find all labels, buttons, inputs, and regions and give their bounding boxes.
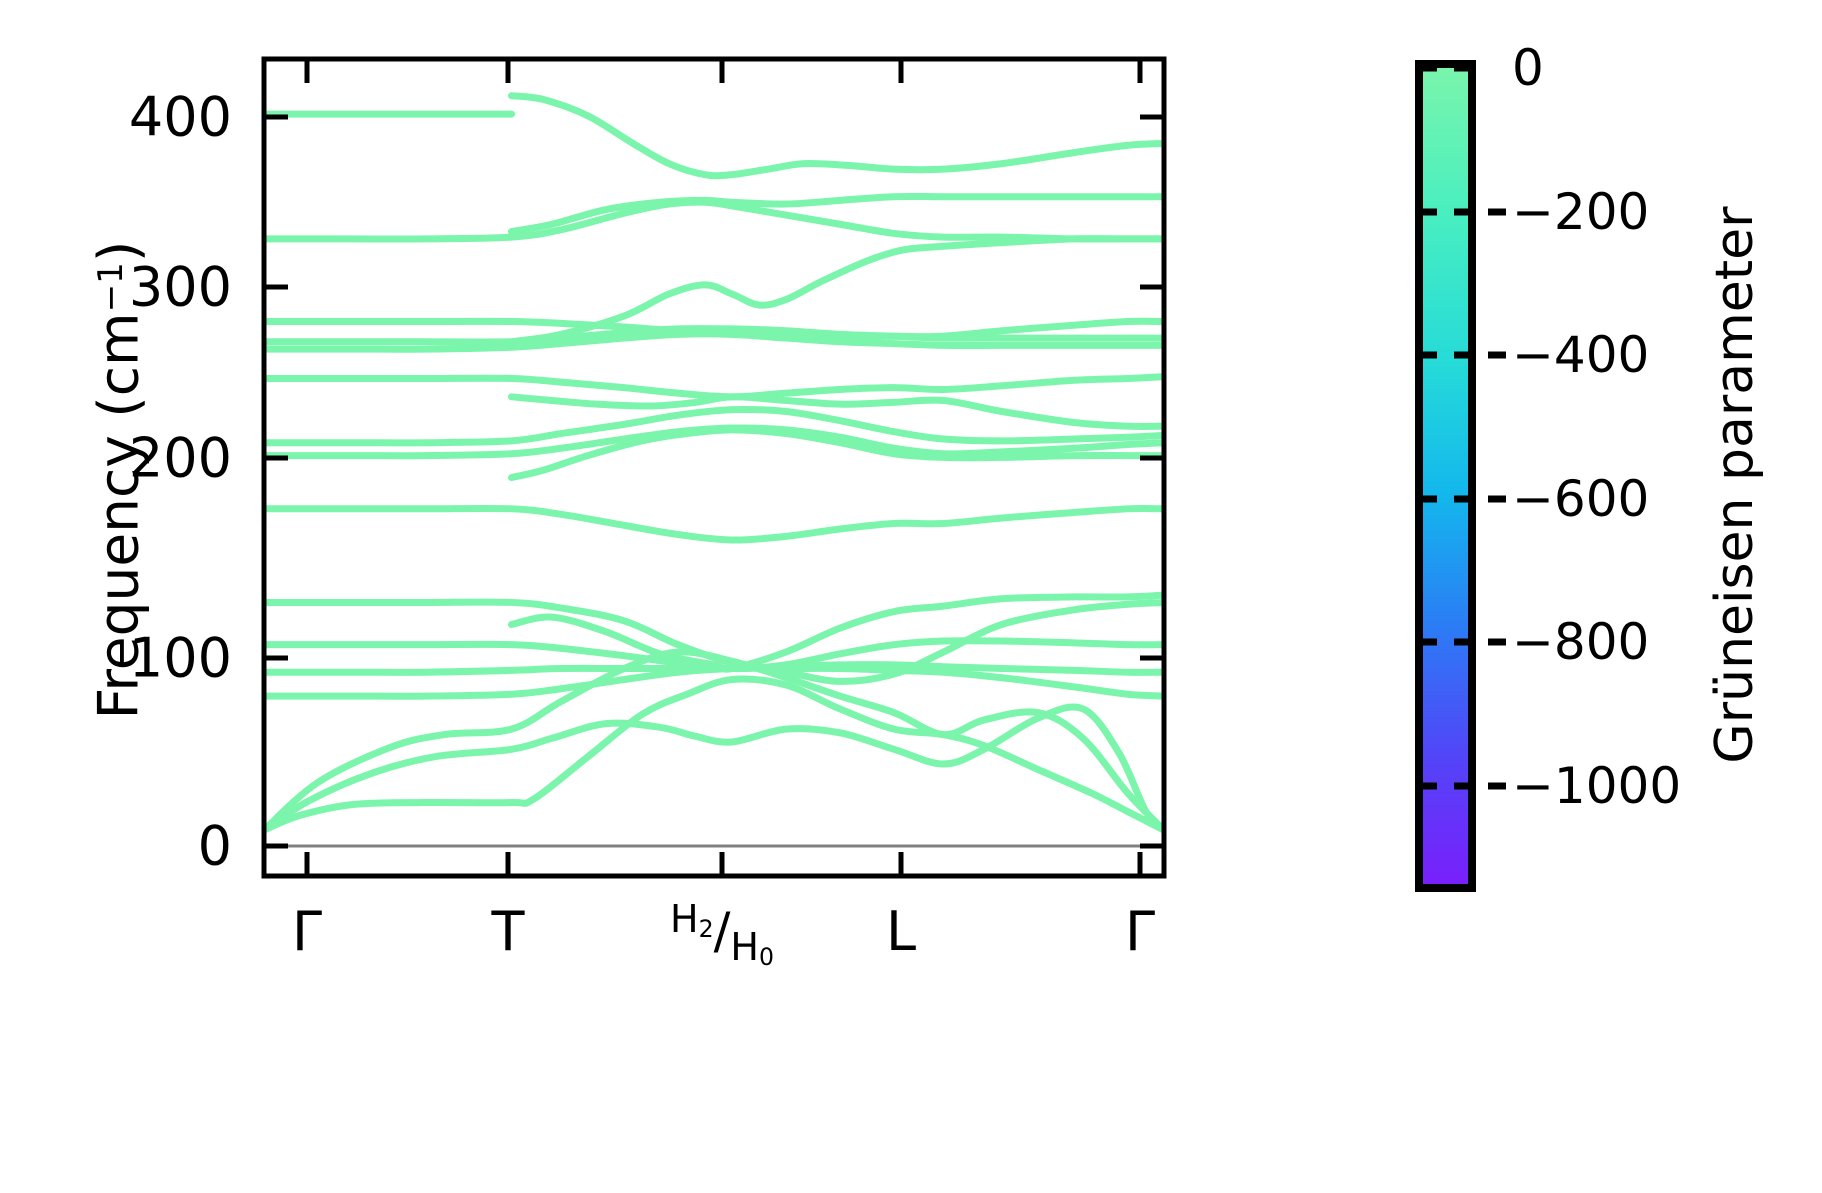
band-curve: [264, 325, 1164, 346]
band-curve: [264, 504, 1164, 544]
colorbar-ticks: [1419, 64, 1472, 790]
band-curve: [264, 703, 1164, 834]
colorbar-tick-label-0: 0: [1512, 39, 1544, 97]
x-tick-label-L: L: [885, 900, 917, 963]
band-curve: [264, 373, 1164, 401]
band-curve: [508, 426, 1164, 482]
band-curve: [508, 393, 1164, 430]
colorbar-tick-label-400: −400: [1512, 326, 1650, 384]
band-curve: [264, 198, 1164, 243]
colorbar-tick-label-600: −600: [1512, 470, 1650, 528]
band-curve: [508, 591, 1164, 673]
axes-frame: [261, 56, 1167, 879]
band-curve: [264, 598, 1164, 685]
y-tick-label-300: 300: [128, 255, 232, 319]
band-curve: [264, 405, 1164, 447]
x-tick-label-gamma-left: Γ: [291, 900, 323, 963]
y-tick-label-200: 200: [128, 426, 232, 490]
band-curve: [264, 424, 1164, 460]
band-curve: [264, 675, 1164, 834]
colorbar-tick-label-200: −200: [1512, 183, 1650, 241]
colorbar-tick-label-800: −800: [1512, 613, 1650, 671]
x-tick-label-T: T: [491, 900, 525, 963]
y-tick-label-400: 400: [128, 85, 232, 149]
band-curve: [508, 92, 1164, 180]
x-axis-ticks: [304, 59, 1143, 876]
band-curve: [264, 317, 1164, 341]
colorbar-outer-ticks: [1488, 208, 1506, 790]
band-curves-group: [264, 92, 1164, 834]
x-tick-label-H2-H0: H2/H0: [670, 897, 774, 972]
y-axis-ticks: [264, 114, 1164, 849]
band-curve: [508, 192, 1164, 236]
x-tick-label-gamma-right: Γ: [1124, 900, 1156, 963]
colorbar: [1415, 60, 1506, 892]
y-tick-label-0: 0: [197, 814, 232, 878]
y-tick-label-100: 100: [128, 626, 232, 690]
colorbar-tick-label-1000: −1000: [1512, 757, 1682, 815]
